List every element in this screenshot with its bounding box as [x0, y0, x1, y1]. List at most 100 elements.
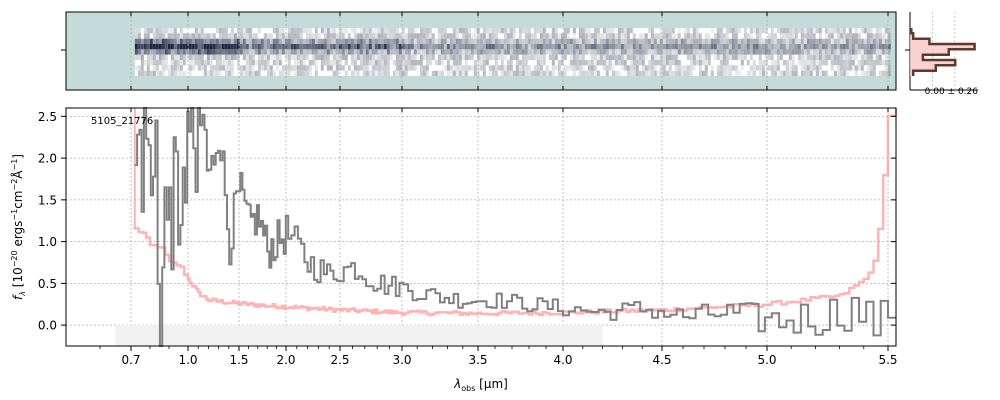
spectrum-2d-cell: [722, 49, 726, 55]
spectrum-2d-cell: [293, 28, 297, 34]
spectrum-2d-cell: [134, 49, 138, 55]
spectrum-2d-cell: [881, 44, 885, 50]
spectrum-2d-cell: [383, 65, 387, 71]
spectrum-2d-cell: [455, 28, 459, 34]
spectrum-2d-cell: [275, 33, 279, 39]
spectrum-2d-cell: [776, 65, 780, 71]
spectrum-2d-cell: [221, 49, 225, 55]
spectrum-2d-cell: [251, 70, 255, 76]
spectrum-2d-cell: [404, 60, 408, 66]
spectrum-2d-cell: [407, 54, 411, 60]
spectrum-2d-cell: [311, 54, 315, 60]
spectrum-2d-cell: [593, 28, 597, 34]
spectrum-2d-cell: [245, 54, 249, 60]
spectrum-2d-cell: [458, 28, 462, 34]
spectrum-2d-cell: [302, 49, 306, 55]
spectrum-2d-cell: [590, 33, 594, 39]
spectrum-2d-cell: [320, 54, 324, 60]
spectrum-2d-cell: [335, 44, 339, 50]
spectrum-2d-cell: [746, 44, 750, 50]
spectrum-2d-cell: [806, 60, 810, 66]
spectrum-2d-cell: [728, 54, 732, 60]
spectrum-2d-cell: [476, 60, 480, 66]
spectrum-2d-cell: [548, 54, 552, 60]
spectrum-2d-cell: [365, 38, 369, 44]
spectrum-2d-cell: [575, 65, 579, 71]
spectrum-2d-cell: [773, 38, 777, 44]
spectrum-2d-cell: [179, 54, 183, 60]
spectrum-2d-cell: [527, 70, 531, 76]
spectrum-2d-cell: [353, 38, 357, 44]
spectrum-2d-cell: [593, 70, 597, 76]
spectrum-2d-cell: [653, 49, 657, 55]
spectrum-2d-cell: [497, 44, 501, 50]
spectrum-2d-cell: [743, 54, 747, 60]
spectrum-2d-cell: [716, 49, 720, 55]
spectrum-2d-cell: [701, 70, 705, 76]
spectrum-2d-cell: [359, 60, 363, 66]
spectrum-2d-cell: [392, 38, 396, 44]
spectrum-2d-cell: [806, 54, 810, 60]
spectrum-2d-cell: [773, 44, 777, 50]
spectrum-2d-cell: [506, 65, 510, 71]
object-id-annotation: 5105_21776: [91, 116, 153, 127]
spectrum-2d-cell: [542, 44, 546, 50]
spectrum-2d-cell: [674, 60, 678, 66]
spectrum-2d-cell: [296, 60, 300, 66]
spectrum-2d-cell: [161, 49, 165, 55]
spectrum-2d-cell: [269, 33, 273, 39]
spectrum-2d-cell: [683, 65, 687, 71]
spectrum-2d-cell: [875, 33, 879, 39]
spectrum-2d-cell: [626, 49, 630, 55]
spectrum-2d-cell: [713, 49, 717, 55]
spectrum-2d-cell: [344, 44, 348, 50]
spectrum-2d-cell: [515, 44, 519, 50]
spectrum-2d-cell: [398, 65, 402, 71]
spectrum-2d-cell: [434, 70, 438, 76]
spectrum-2d-cell: [233, 54, 237, 60]
spectrum-2d-cell: [632, 70, 636, 76]
spectrum-2d-cell: [563, 70, 567, 76]
spectrum-2d-cell: [800, 44, 804, 50]
spectrum-2d-cell: [485, 38, 489, 44]
spectrum-2d-cell: [671, 44, 675, 50]
spectrum-2d-cell: [179, 65, 183, 71]
spectrum-2d-cell: [446, 33, 450, 39]
spectrum-2d-cell: [281, 38, 285, 44]
spectrum-2d-cell: [134, 38, 138, 44]
spectrum-2d-cell: [575, 54, 579, 60]
spectrum-2d-cell: [797, 28, 801, 34]
spectrum-2d-cell: [164, 65, 168, 71]
spectrum-2d-cell: [818, 70, 822, 76]
spectrum-2d-cell: [368, 28, 372, 34]
spectrum-2d-cell: [704, 38, 708, 44]
spectrum-2d-cell: [326, 28, 330, 34]
spectrum-2d-cell: [431, 44, 435, 50]
spectrum-2d-cell: [281, 70, 285, 76]
spectrum-2d-cell: [236, 65, 240, 71]
spectrum-2d-cell: [509, 44, 513, 50]
spectrum-2d-cell: [752, 44, 756, 50]
spectrum-2d-cell: [554, 49, 558, 55]
spectrum-2d-cell: [770, 44, 774, 50]
spectrum-2d-cell: [548, 38, 552, 44]
spectrum-2d-cell: [269, 65, 273, 71]
spectrum-2d-cell: [248, 28, 252, 34]
spectrum-2d-cell: [536, 60, 540, 66]
spectrum-2d-cell: [842, 65, 846, 71]
spectrum-2d-cell: [539, 33, 543, 39]
spectrum-2d-cell: [329, 60, 333, 66]
spectrum-2d-cell: [536, 28, 540, 34]
spectrum-2d-cell: [323, 33, 327, 39]
spectrum-2d-cell: [314, 60, 318, 66]
spectrum-2d-cell: [686, 44, 690, 50]
spectrum-2d-cell: [398, 33, 402, 39]
spectrum-2d-cell: [359, 28, 363, 34]
spectrum-2d-cell: [242, 28, 246, 34]
spectrum-2d-cell: [782, 44, 786, 50]
spectrum-2d-cell: [218, 60, 222, 66]
shaded-band-rect: [115, 325, 603, 346]
spectrum-2d-cell: [758, 70, 762, 76]
spectrum-2d-cell: [602, 33, 606, 39]
spectrum-2d-cell: [578, 28, 582, 34]
